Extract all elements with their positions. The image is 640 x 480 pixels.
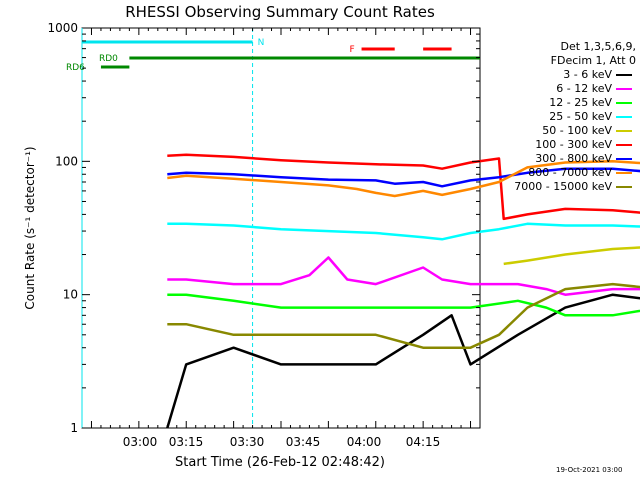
bar-label-rd6: RD6 [66,63,85,73]
legend-item-100-300-kev: 100 - 300 keV [484,138,636,152]
legend-label: 6 - 12 keV [556,82,612,95]
series-100-300-kev [167,153,640,221]
y-tick-label: 100 [55,154,78,168]
legend-label: 300 - 800 keV [535,152,612,165]
series-3-6-kev [166,293,640,429]
legend-item-50-100-kev: 50 - 100 keV [484,124,636,138]
legend: Det 1,3,5,6,9, FDecim 1, Att 0 3 - 6 keV… [484,40,636,194]
legend-swatch [616,102,632,104]
legend-label: 12 - 25 keV [549,96,612,109]
y-tick-label: 1 [70,421,78,435]
y-axis-label: Count Rate (s⁻¹ detector⁻¹) [23,146,37,309]
legend-item-25-50-kev: 25 - 50 keV [484,110,636,124]
legend-entries: 3 - 6 keV 6 - 12 keV 12 - 25 keV 25 - 50 ke… [484,68,636,194]
legend-title-line-2: FDecim 1, Att 0 [550,54,636,67]
x-tick-label: 04:00 [347,435,382,449]
x-tick-label: 03:00 [123,435,158,449]
series-800-7000-kev [167,160,640,198]
legend-title-line-1: Det 1,3,5,6,9, [560,40,636,53]
legend-item-6-12-kev: 6 - 12 keV [484,82,636,96]
legend-item-12-25-kev: 12 - 25 keV [484,96,636,110]
legend-label: 3 - 6 keV [563,68,612,81]
legend-label: 7000 - 15000 keV [514,180,612,193]
bar-label-rd0: RD0 [99,54,118,64]
chart-title: RHESSI Observing Summary Count Rates [125,3,435,21]
series-300-800-kev [167,167,640,188]
legend-swatch [616,116,632,118]
legend-swatch [616,158,632,160]
x-tick-label: 04:15 [406,435,441,449]
bar-label-n: N [258,38,265,48]
x-axis-label: Start Time (26-Feb-12 02:48:42) [175,455,385,470]
legend-item-300-800-kev: 300 - 800 keV [484,152,636,166]
legend-swatch [616,172,632,174]
legend-label: 100 - 300 keV [535,138,612,151]
legend-label: 800 - 7000 keV [528,166,612,179]
series-6-12-kev [167,256,640,296]
legend-item-800-7000-kev: 800 - 7000 keV [484,166,636,180]
series-group [166,153,640,429]
series-12-25-kev [167,293,640,317]
legend-item-7000-15000-kev: 7000 - 15000 keV [484,180,636,194]
timestamp-stamp: 19-Oct-2021 03:00 [556,466,623,474]
legend-swatch [616,74,632,76]
legend-label: 25 - 50 keV [549,110,612,123]
series-7000-15000-kev [167,282,640,349]
series-25-50-kev [167,222,640,241]
legend-swatch [616,144,632,146]
y-tick-label: 1000 [47,21,78,35]
bar-label-f: F [350,45,355,55]
legend-swatch [616,186,632,188]
y-axis-ticks: 1 10 100 1000 [47,21,480,435]
x-axis-ticks: 03:00 03:15 03:30 03:45 04:00 04:15 [90,28,472,449]
x-tick-label: 03:45 [286,435,321,449]
status-bars: N F RD0 RD6 [66,38,480,73]
y-tick-label: 10 [63,288,78,302]
x-tick-label: 03:30 [230,435,265,449]
legend-swatch [616,130,632,132]
x-tick-label: 03:15 [169,435,204,449]
series-50-100-kev [503,246,640,266]
legend-label: 50 - 100 keV [542,124,612,137]
legend-item-3-6-kev: 3 - 6 keV [484,68,636,82]
legend-swatch [616,88,632,90]
